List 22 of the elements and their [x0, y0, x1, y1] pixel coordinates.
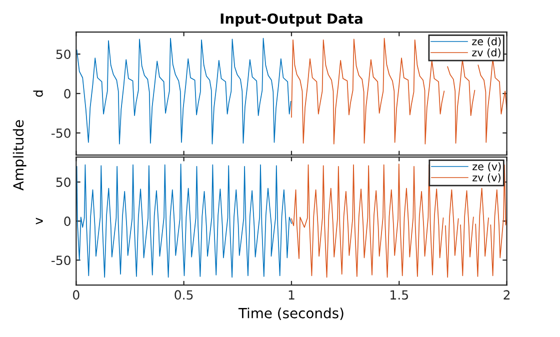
x-tick-label: 1.5	[390, 290, 408, 300]
y-tick-label: -50	[51, 128, 70, 138]
y-axis-title: d	[33, 90, 43, 97]
x-tick-label: 0	[73, 290, 80, 300]
x-tick-label: 1	[288, 290, 294, 300]
x-tick-label: 0.5	[174, 290, 193, 300]
x-axis-title: Time (seconds)	[238, 308, 344, 320]
legend-label: ze (v)	[472, 162, 501, 172]
line-series	[76, 38, 292, 144]
y-tick-label: 0	[64, 88, 70, 98]
y-tick-label: 50	[56, 50, 70, 60]
legend-label: zv (d)	[472, 48, 500, 58]
y-axis-title: v	[36, 218, 43, 224]
legend-label: ze (d)	[472, 37, 501, 47]
chart-title: Input-Output Data	[220, 13, 362, 27]
y-tick-label: 0	[64, 216, 70, 226]
y-tick-label: 50	[56, 178, 70, 187]
y-tick-label: -50	[51, 256, 70, 266]
text: Amplitude	[12, 120, 26, 190]
x-tick-label: 2	[504, 290, 510, 300]
legend-label: zv (v)	[472, 173, 500, 183]
line-series	[76, 164, 292, 278]
